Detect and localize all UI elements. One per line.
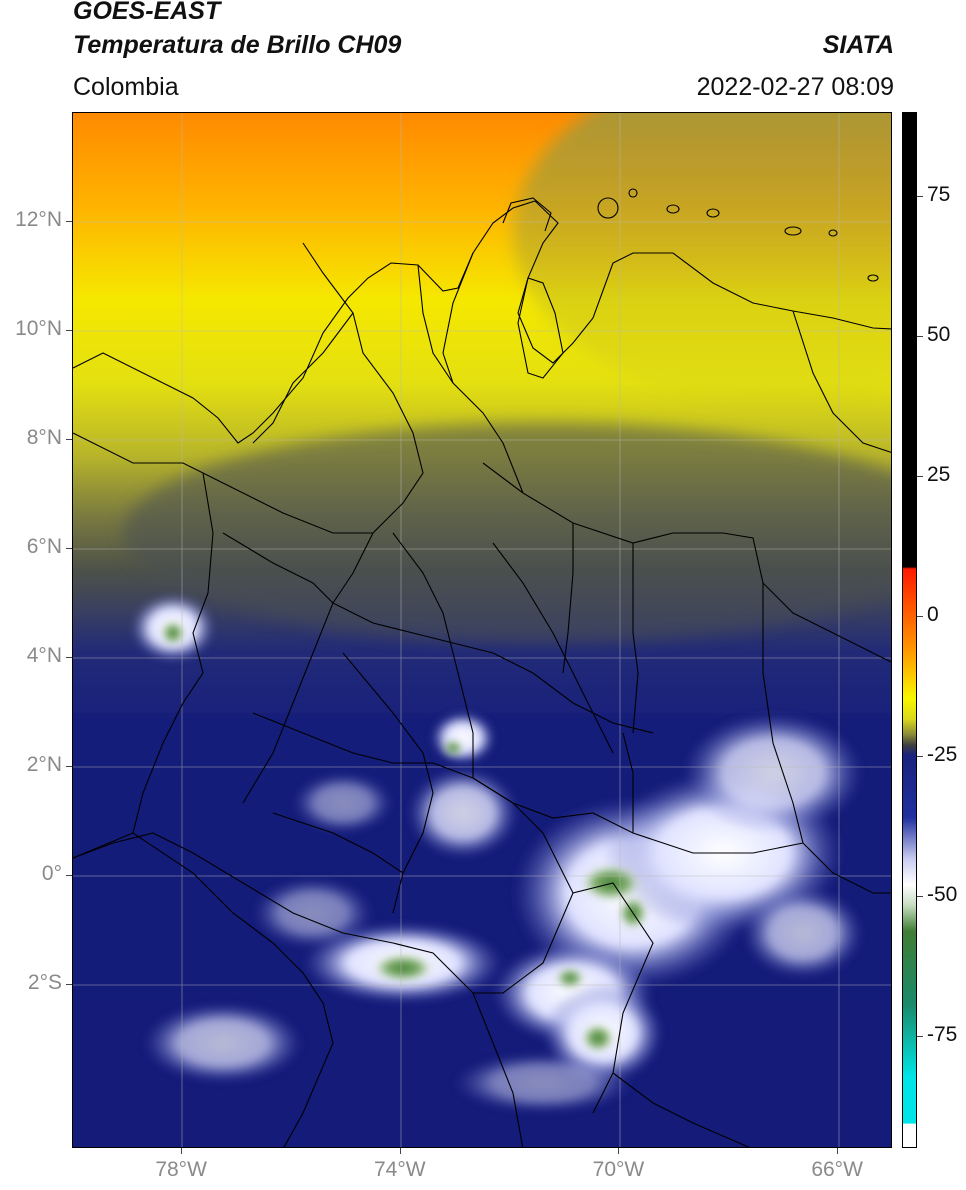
colorbar-tick-mark [917,195,923,197]
title-line-1: GOES-EAST [73,0,221,25]
colorbar-tick-label: 75 [927,183,951,206]
lon-tick-mark [399,1148,401,1154]
colorbar-tick-label: 50 [927,323,951,346]
colorbar-tick-mark [917,475,923,477]
lat-tick-mark [66,220,72,222]
lon-tick-label: 74°W [374,1158,426,1181]
colorbar-tick-mark [917,1035,923,1037]
colorbar-tick-mark [917,335,923,337]
lat-tick-mark [66,765,72,767]
lon-tick-mark [836,1148,838,1154]
lon-tick-mark [180,1148,182,1154]
colorbar-tick-label: -75 [927,1023,958,1046]
lon-tick-label: 66°W [811,1158,863,1181]
map-canvas [73,113,891,1147]
colorbar [902,112,917,1148]
lat-tick-mark [66,438,72,440]
colorbar-tick-mark [917,895,923,897]
graticule [73,113,891,1147]
colorbar-tick-mark [917,755,923,757]
lat-tick-mark [66,329,72,331]
lat-tick-mark [66,874,72,876]
colorbar-gradient [903,113,916,1147]
lat-tick-mark [66,547,72,549]
lat-tick-mark [66,656,72,658]
title-line-2: Temperatura de Brillo CH09 [73,31,402,59]
satellite-map[interactable] [72,112,892,1148]
lat-tick-label: 12°N [15,208,62,232]
lon-tick-mark [618,1148,620,1154]
colorbar-tick-label: 25 [927,463,951,486]
lat-tick-label: 0° [41,862,62,886]
lat-tick-mark [66,983,72,985]
cold-tops [161,621,647,1052]
borders [73,188,891,1147]
region-label: Colombia [73,73,179,101]
lat-tick-label: 4°N [26,644,62,668]
org-label: SIATA [822,31,894,59]
lat-tick-label: 6°N [26,535,62,559]
lat-tick-label: 2°S [27,971,62,995]
lat-tick-label: 2°N [26,753,62,777]
lon-tick-label: 70°W [592,1158,645,1181]
colorbar-tick-mark [917,615,923,617]
lon-tick-label: 78°W [155,1158,207,1181]
datetime-label: 2022-02-27 08:09 [696,73,894,101]
colorbar-tick-label: -25 [927,743,958,766]
colorbar-tick-label: 0 [927,603,939,626]
colorbar-tick-label: -50 [927,883,958,906]
lat-tick-label: 8°N [26,426,62,450]
lat-tick-label: 10°N [15,317,62,341]
